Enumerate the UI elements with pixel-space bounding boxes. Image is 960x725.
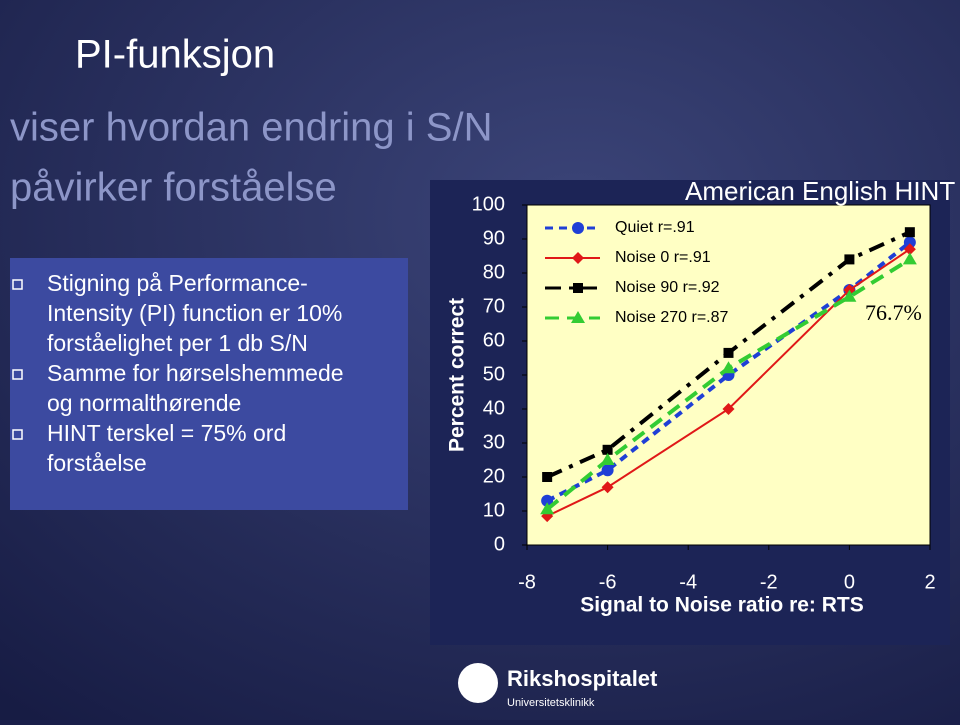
x-tick-label: -8 <box>518 571 536 593</box>
y-tick-label: 50 <box>483 363 505 385</box>
y-tick-label: 0 <box>494 533 505 555</box>
subtitle: viser hvordan endring i S/N <box>10 106 492 150</box>
point <box>842 289 857 302</box>
point <box>600 453 615 465</box>
legend-marker <box>572 252 584 264</box>
y-tick-label: 10 <box>483 499 505 521</box>
bullet-text: og normalthørende <box>47 390 241 416</box>
legend-label: Noise 90 r=.92 <box>615 279 720 296</box>
chart-title: American English HINT <box>685 176 955 206</box>
point <box>721 361 736 374</box>
y-axis-label: Percent correct <box>446 298 469 452</box>
legend-label: Noise 270 r=.87 <box>615 309 729 326</box>
bullet-text: Samme for hørselshemmede <box>47 360 344 386</box>
legend-marker <box>573 283 583 293</box>
y-tick-label: 40 <box>483 397 505 419</box>
bullet-text: HINT terskel = 75% ord <box>47 420 286 446</box>
point <box>541 494 554 507</box>
bullet-text: Stigning på Performance- <box>47 270 308 296</box>
bullet-text: forståelighet per 1 db S/N <box>47 330 308 356</box>
point <box>903 236 916 249</box>
x-tick-label: -2 <box>760 571 778 593</box>
y-tick-label: 60 <box>483 329 505 351</box>
point <box>902 252 917 265</box>
y-tick-label: 20 <box>483 465 505 487</box>
y-tick-label: 100 <box>472 193 505 215</box>
point <box>541 510 554 523</box>
bullet-marker <box>12 369 23 380</box>
x-axis-label: Signal to Noise ratio re: RTS <box>580 594 864 617</box>
slide-title: PI-funksjon <box>75 33 275 77</box>
y-tick-label: 70 <box>483 295 505 317</box>
point <box>601 464 614 477</box>
y-tick-label: 80 <box>483 261 505 283</box>
y-tick-label: 90 <box>483 227 505 249</box>
x-tick-label: 0 <box>844 571 855 593</box>
logo-name: Rikshospitalet <box>507 666 658 691</box>
y-tick-label: 30 <box>483 431 505 453</box>
annotation: 76.7% <box>865 300 922 325</box>
point <box>904 227 915 238</box>
point <box>903 243 916 256</box>
bullet-text: Intensity (PI) function er 10% <box>47 300 342 326</box>
logo-tagline: Universitetsklinikk <box>507 697 595 709</box>
legend-label: Quiet r=.91 <box>615 219 695 236</box>
x-tick-label: 2 <box>924 571 935 593</box>
bullet-marker <box>12 279 23 290</box>
point <box>602 444 613 455</box>
legend-label: Noise 0 r=.91 <box>615 249 711 266</box>
point <box>542 472 553 482</box>
bullet-box <box>10 258 408 510</box>
bullet-marker <box>12 429 23 440</box>
plot-area <box>526 204 931 546</box>
subtitle: påvirker forståelse <box>10 166 337 210</box>
bullet-text: forståelse <box>47 450 147 476</box>
x-tick-label: -6 <box>599 571 617 593</box>
point <box>722 403 735 415</box>
legend-marker <box>571 311 585 323</box>
logo: Rikshospitalet Universitetsklinikk <box>458 663 658 709</box>
point <box>844 254 855 265</box>
legend-marker <box>572 222 584 234</box>
point <box>601 481 614 494</box>
logo-icon <box>458 663 498 703</box>
x-tick-label: -4 <box>679 571 697 593</box>
point <box>540 502 555 515</box>
point <box>723 347 734 358</box>
series-line <box>546 240 912 503</box>
